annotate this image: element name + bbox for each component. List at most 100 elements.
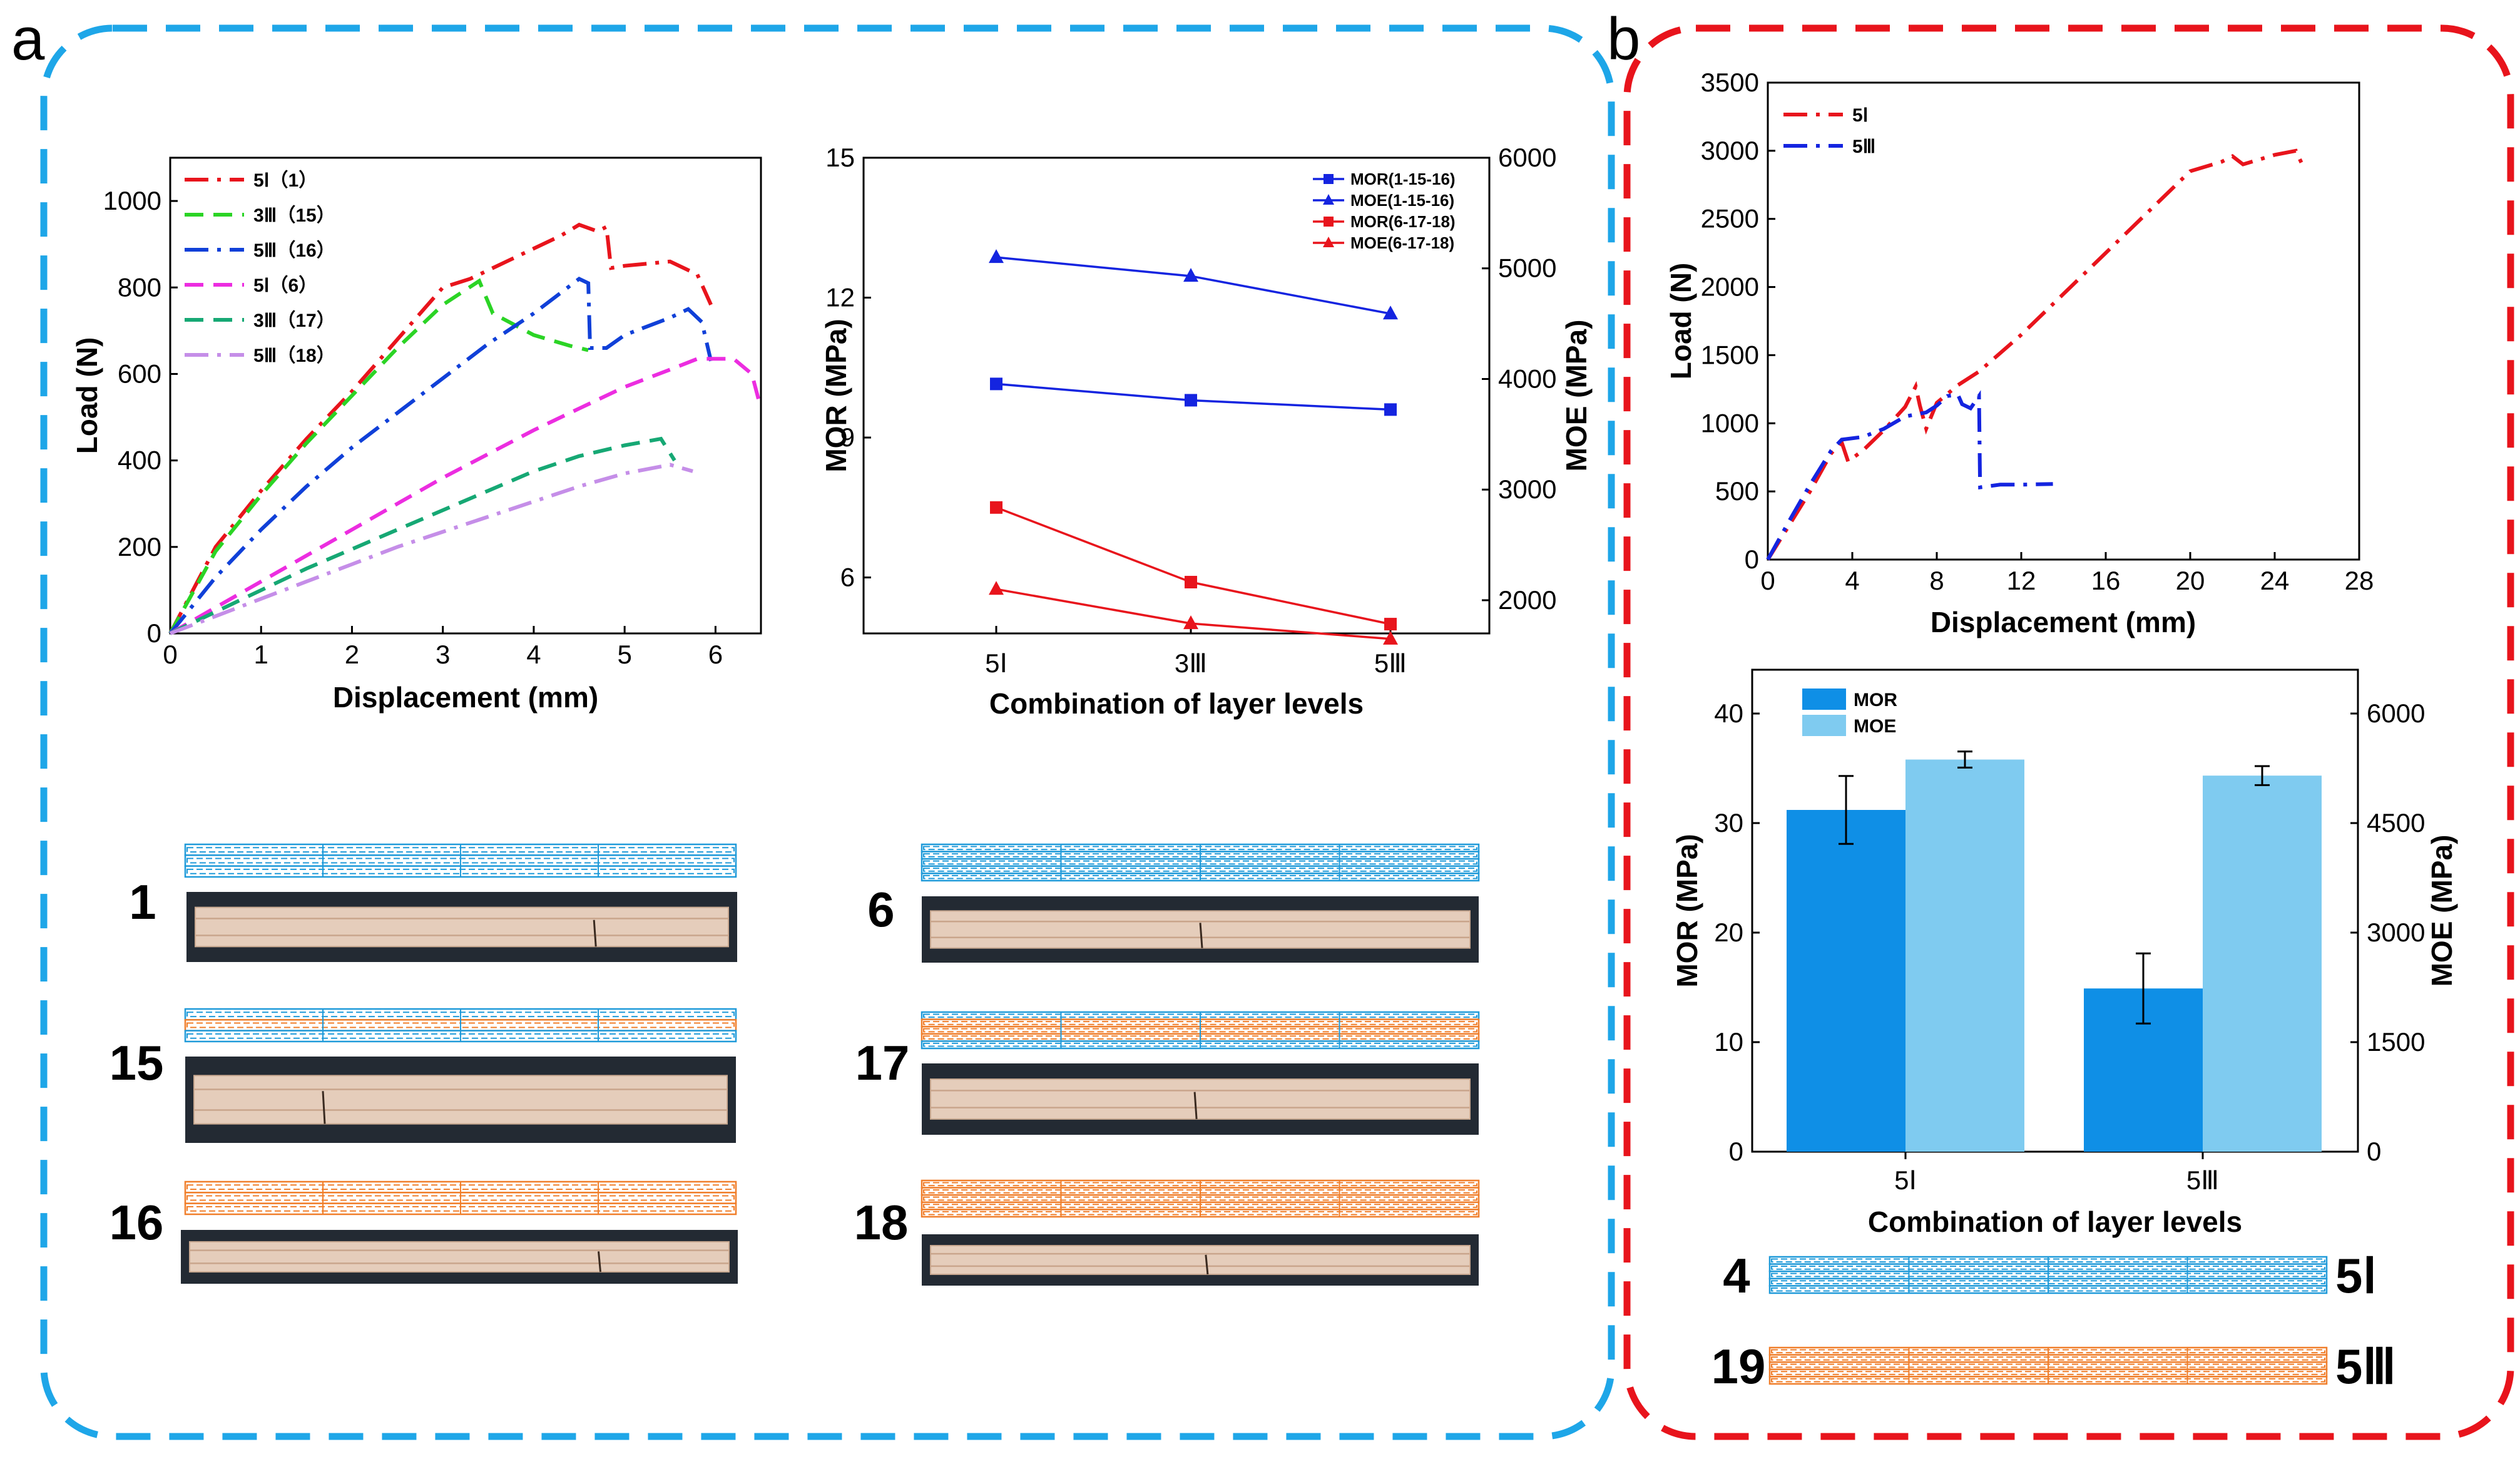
- y-tick-label: 2500: [1701, 204, 1759, 233]
- chart-b1-ylabel: Load (N): [1665, 263, 1697, 380]
- series-marker: [990, 501, 1002, 514]
- chart-b1-xlabel: Displacement (mm): [1931, 606, 2196, 638]
- series-line: [996, 588, 1391, 640]
- x-tick-label: 0: [1760, 566, 1775, 595]
- x-tick-label: 12: [2007, 566, 2036, 595]
- specimen-number: 19: [1711, 1339, 1766, 1394]
- legend-label: MOE: [1854, 716, 1896, 737]
- chart-a2-frame: [862, 156, 1491, 635]
- x-tick-label: 1: [254, 640, 268, 669]
- specimen-label: 5Ⅰ: [2335, 1248, 2377, 1303]
- panel-a-border: [40, 24, 1615, 1440]
- y2-tick-label: 6000: [2367, 699, 2425, 728]
- chart-b2-y2label: MOE (MPa): [2426, 835, 2458, 987]
- y2-tick-label: 3000: [1498, 474, 1556, 504]
- y2-tick-label: 5000: [1498, 253, 1556, 283]
- y2-tick-label: 6000: [1498, 143, 1556, 172]
- load-displacement-chart-b: 0 4 8 12 16 20 24 28 0 500 1000 1500 2000 2500 3000 350…: [1665, 68, 2374, 638]
- x-tick-label: 2: [345, 640, 359, 669]
- y-tick-label: 10: [1714, 1027, 1743, 1057]
- specimen-beam: [193, 1075, 728, 1125]
- series-marker: [1183, 615, 1198, 630]
- mor-moe-bar-chart-b: 5Ⅰ 5Ⅲ 0 10 20 30 40 0 1500 3000 4500 6000 MOR MOE Co…: [1671, 668, 2458, 1238]
- specimen-number: 17: [855, 1035, 910, 1090]
- specimen-number: 1: [129, 874, 156, 929]
- chart-a2-xlabel: Combination of layer levels: [989, 687, 1364, 720]
- y-tick-label: 3500: [1701, 68, 1759, 97]
- x-tick-label: 4: [526, 640, 541, 669]
- bar: [1787, 810, 1905, 1152]
- y-tick-label: 600: [118, 359, 161, 388]
- legend-label: 5Ⅲ（16）: [253, 240, 335, 261]
- legend-swatch: [1802, 715, 1846, 736]
- legend-label: MOE(1-15-16): [1350, 191, 1454, 210]
- specimen-label: 5Ⅲ: [2335, 1339, 2396, 1394]
- series-line: [996, 506, 1391, 625]
- panel-a-label: a: [11, 6, 45, 73]
- legend-label: MOR(6-17-18): [1350, 212, 1456, 231]
- x-tick-label: 24: [2260, 566, 2290, 595]
- legend-label: MOR(1-15-16): [1350, 170, 1456, 188]
- specimen-beam: [195, 906, 729, 948]
- chart-b2-frame: [1751, 668, 2359, 1153]
- specimen-number: 6: [867, 882, 894, 937]
- crack-mark: [598, 1251, 601, 1272]
- x-tick-label: 5Ⅰ: [985, 648, 1007, 678]
- series-marker: [1384, 618, 1397, 631]
- series-line: [996, 256, 1391, 315]
- crack-mark: [1205, 1254, 1209, 1275]
- bar: [2203, 776, 2322, 1152]
- y-tick-label: 200: [118, 532, 161, 561]
- panel-b-border: [1623, 24, 2514, 1440]
- chart-a2-ylabel: MOR (MPa): [820, 319, 852, 472]
- series-line: [169, 357, 763, 635]
- series-line: [169, 463, 693, 635]
- legend-marker: [1323, 194, 1334, 205]
- x-tick-label: 8: [1929, 566, 1944, 595]
- y-tick-label: 1000: [1701, 408, 1759, 438]
- specimen-beam: [930, 1245, 1471, 1275]
- specimen-number: 18: [854, 1195, 909, 1250]
- chart-a1-frame: [169, 156, 762, 635]
- legend-label: 5Ⅰ: [1852, 105, 1869, 126]
- chart-b1-frame: [1767, 81, 2360, 561]
- y-tick-label: 3000: [1701, 136, 1759, 165]
- series-line: [169, 436, 676, 635]
- legend-label: 5Ⅲ: [1852, 136, 1875, 157]
- legend-marker: [1324, 174, 1334, 184]
- y-tick-label: 15: [825, 143, 855, 172]
- load-displacement-chart-a: 0 1 2 3 4 5 6 0 200 400 600 800 1000 5Ⅰ（1） 3Ⅲ（15） 5Ⅲ（1…: [71, 156, 763, 714]
- legend-marker: [1323, 237, 1334, 247]
- y-tick-label: 40: [1714, 699, 1743, 728]
- y-tick-label: 30: [1714, 808, 1743, 837]
- y2-tick-label: 0: [2367, 1137, 2381, 1166]
- chart-a1-xlabel: Displacement (mm): [333, 681, 598, 714]
- x-tick-label: 4: [1845, 566, 1859, 595]
- y-tick-label: 500: [1715, 476, 1759, 506]
- y-tick-label: 6: [840, 563, 855, 592]
- series-marker: [1185, 394, 1197, 407]
- series-marker: [1185, 576, 1197, 589]
- series-line: [168, 278, 589, 635]
- specimen-number: 4: [1723, 1248, 1750, 1303]
- y-tick-label: 800: [118, 272, 161, 302]
- series-marker: [1383, 630, 1398, 645]
- y-tick-label: 0: [147, 618, 161, 648]
- series-line: [1766, 148, 2304, 561]
- series-marker: [989, 249, 1004, 264]
- series-marker: [989, 581, 1004, 595]
- x-tick-label: 5Ⅲ: [1374, 648, 1407, 678]
- series-line: [168, 222, 713, 635]
- chart-b2-ylabel: MOR (MPa): [1671, 834, 1703, 987]
- panel-b-label: b: [1607, 6, 1640, 73]
- legend-marker: [1324, 217, 1334, 227]
- series-marker: [1383, 305, 1398, 320]
- y-tick-label: 0: [1729, 1137, 1743, 1166]
- y-tick-label: 9: [840, 422, 855, 452]
- legend-label: MOE(6-17-18): [1350, 233, 1454, 252]
- x-tick-label: 6: [708, 640, 723, 669]
- mor-moe-chart-a: 5Ⅰ 3Ⅲ 5Ⅲ 6 9 12 15 2000 3000 4000 5000 6000 MOR(1-1…: [820, 143, 1593, 720]
- specimen-beam: [189, 1241, 730, 1273]
- y-tick-label: 12: [825, 283, 855, 312]
